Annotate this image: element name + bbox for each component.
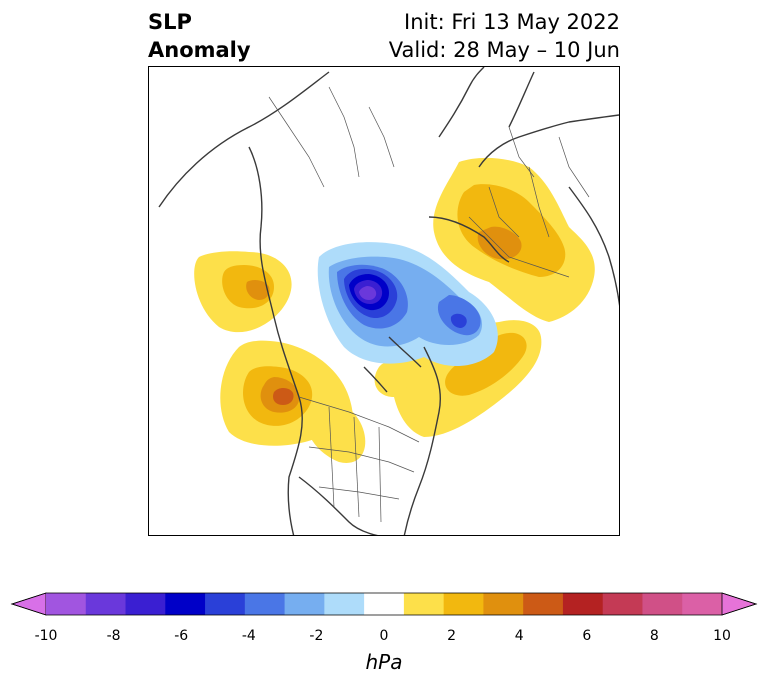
anomaly-positive-europe	[433, 157, 595, 322]
anomaly-positive-pacific-south	[220, 340, 353, 446]
colorbar-extend-min	[10, 592, 47, 616]
colorbar-segment	[125, 593, 166, 615]
colorbar-tick-label: 2	[447, 628, 457, 644]
colorbar-segment	[46, 593, 87, 615]
colorbar-segment	[682, 593, 723, 615]
colorbar-tick-label: 6	[582, 628, 592, 644]
title-init-date: Init: Fri 13 May 2022	[404, 10, 620, 34]
title-right: Init: Fri 13 May 2022 Valid: 28 May – 10…	[389, 8, 620, 64]
colorbar	[10, 592, 758, 616]
colorbar-segment	[483, 593, 524, 615]
colorbar-segment	[523, 593, 564, 615]
colorbar-extend-max	[721, 592, 758, 616]
colorbar-segment	[205, 593, 246, 615]
colorbar-segment	[324, 593, 365, 615]
map-panel	[148, 66, 620, 536]
title-left: SLP Anomaly	[148, 8, 251, 64]
title-valid-range: Valid: 28 May – 10 Jun	[388, 38, 620, 62]
colorbar-segment	[364, 593, 405, 615]
colorbar-tick-label: 0	[379, 628, 389, 644]
colorbar-segment	[562, 593, 604, 615]
colorbar-segment	[403, 593, 445, 615]
colorbar-segment	[443, 593, 484, 615]
colorbar-tick-label: -2	[309, 628, 324, 644]
title-field-name: SLP	[148, 10, 192, 34]
colorbar-tick-label: -4	[241, 628, 256, 644]
slp-anomaly-map	[158, 67, 619, 535]
title-field-type: Anomaly	[148, 38, 251, 62]
anomaly-negative-arctic	[317, 242, 498, 367]
coastlines	[158, 67, 619, 535]
colorbar-tick-label: 4	[514, 628, 524, 644]
colorbar-tick-label: 10	[713, 628, 731, 644]
colorbar-segment	[642, 593, 683, 615]
colorbar-tick-label: -10	[34, 628, 58, 644]
colorbar-units-label: hPa	[365, 650, 403, 674]
anomaly-positive-pacific-north	[194, 251, 292, 333]
country-borders	[268, 86, 590, 523]
colorbar-segment	[85, 593, 127, 615]
colorbar-segment	[284, 593, 325, 615]
colorbar-tick-label: 8	[649, 628, 659, 644]
colorbar-segment	[244, 593, 286, 615]
colorbar-outline	[10, 592, 758, 616]
colorbar-tick-label: -6	[174, 628, 189, 644]
colorbar-segment	[602, 593, 643, 615]
colorbar-tick-label: -8	[106, 628, 121, 644]
colorbar-segment	[165, 593, 206, 615]
